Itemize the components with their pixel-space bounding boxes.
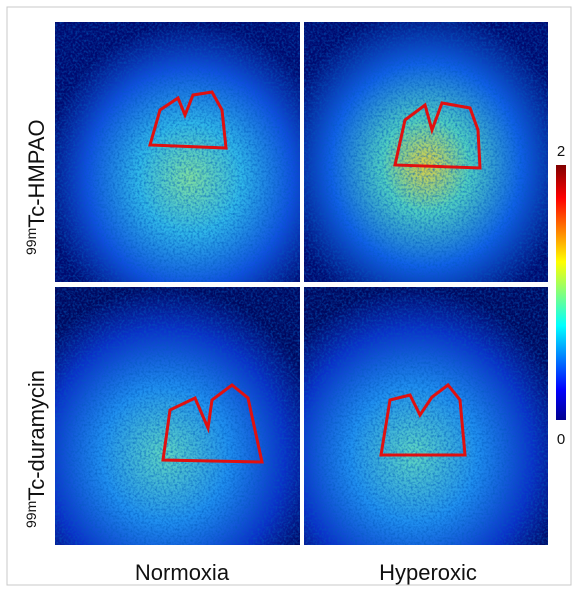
panel-bottom-right — [304, 287, 548, 545]
column-label: Normoxia — [135, 560, 230, 585]
panel-top-right — [304, 22, 548, 282]
row-label: 99mTc-duramycin — [23, 370, 49, 528]
column-label: Hyperoxic — [379, 560, 477, 585]
row-label-superscript: 99m — [23, 228, 39, 255]
colorbar-max: 2 — [557, 143, 565, 160]
panel-bottom-left — [55, 287, 300, 545]
row-label-text: Tc-duramycin — [24, 370, 49, 501]
panel-top-left — [55, 22, 300, 282]
row-label-text: Tc-HMPAO — [24, 119, 49, 227]
colorbar-min: 0 — [557, 431, 565, 448]
row-label: 99mTc-HMPAO — [23, 119, 49, 255]
row-label-superscript: 99m — [23, 501, 39, 528]
frame — [6, 6, 572, 586]
colorbar — [556, 165, 566, 420]
